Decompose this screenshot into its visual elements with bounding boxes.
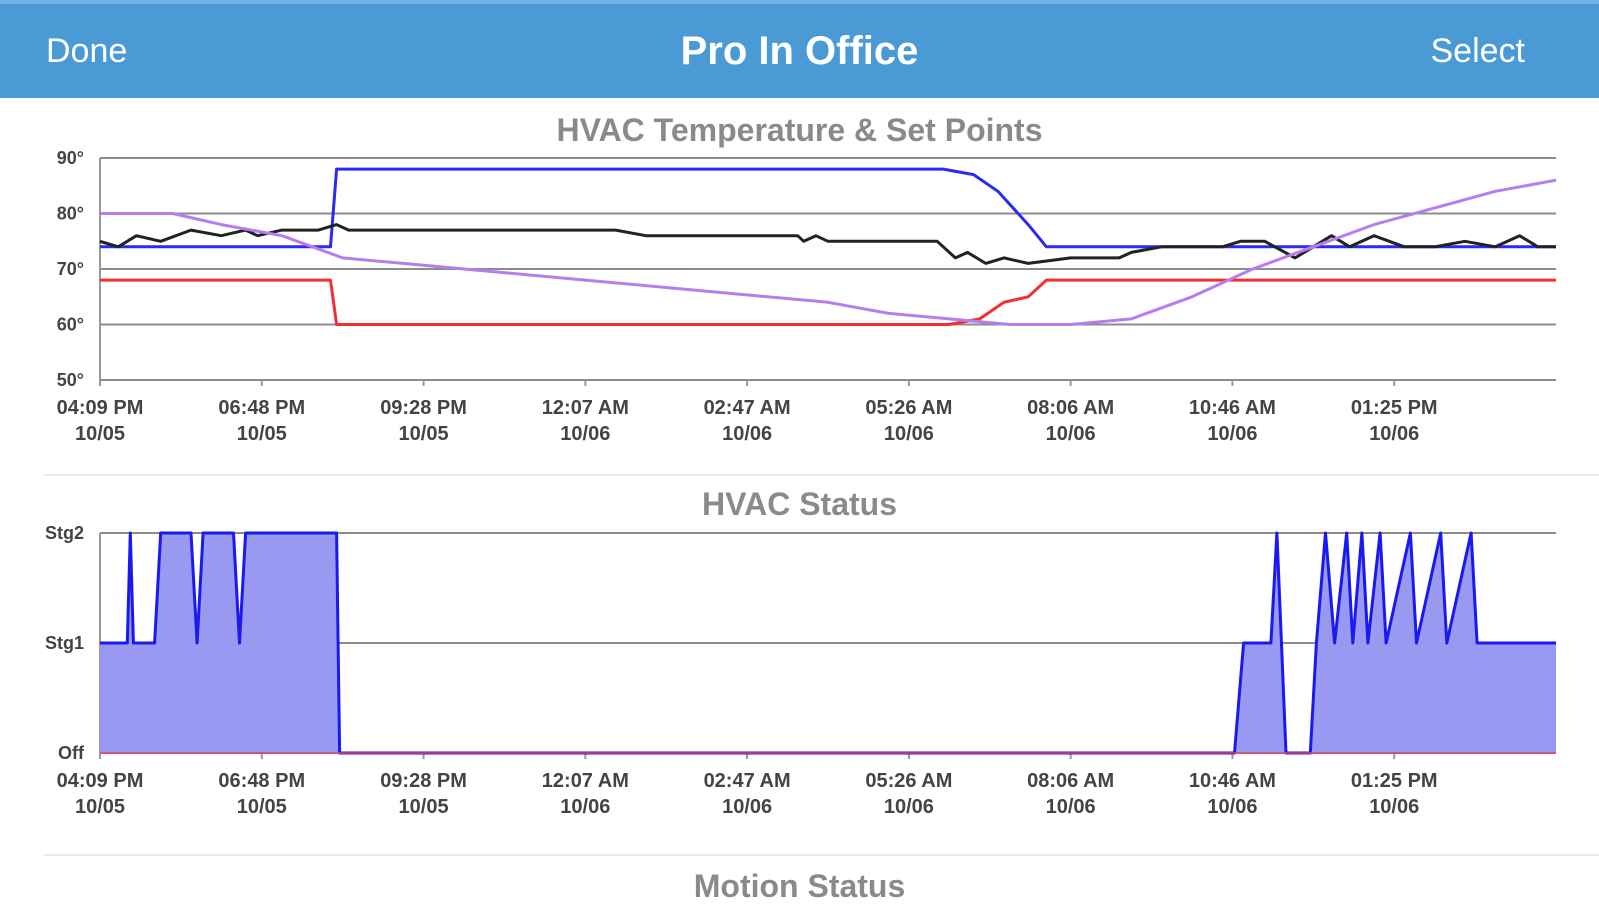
x-tick-label: 02:47 AM xyxy=(704,770,791,792)
x-tick-label: 04:09 PM xyxy=(57,397,144,419)
select-button[interactable]: Select xyxy=(1430,32,1526,70)
x-tick-label: 10/06 xyxy=(1207,796,1257,818)
temperature-chart-title: HVAC Temperature & Set Points xyxy=(556,112,1043,148)
x-tick-label: 09:28 PM xyxy=(380,397,467,419)
x-tick-label: 06:48 PM xyxy=(218,397,305,419)
x-tick-label: 10/05 xyxy=(399,423,449,445)
x-tick-label: 09:28 PM xyxy=(380,770,467,792)
x-tick-label: 01:25 PM xyxy=(1351,397,1438,419)
y-tick-label: 60° xyxy=(57,315,84,335)
x-tick-label: 10/05 xyxy=(237,423,287,445)
x-tick-label: 10/06 xyxy=(1046,796,1096,818)
y-tick-label: 90° xyxy=(57,150,84,168)
divider xyxy=(44,854,1599,856)
x-tick-label: 04:09 PM xyxy=(57,770,144,792)
indoor-temp-line xyxy=(99,223,1556,265)
outdoor-temp-line xyxy=(100,178,1557,326)
x-tick-label: 10/05 xyxy=(399,796,449,818)
status-chart-title: HVAC Status xyxy=(702,486,897,522)
x-tick-label: 05:26 AM xyxy=(865,397,952,419)
x-tick-label: 10/06 xyxy=(722,796,772,818)
y-tick-label: 80° xyxy=(57,204,84,224)
x-tick-label: 12:07 AM xyxy=(542,770,629,792)
x-tick-label: 08:06 AM xyxy=(1027,397,1114,419)
x-tick-label: 10/06 xyxy=(1369,423,1419,445)
status-line xyxy=(100,531,1556,755)
divider xyxy=(44,474,1599,476)
x-tick-label: 05:26 AM xyxy=(865,770,952,792)
x-tick-label: 10:46 AM xyxy=(1189,770,1276,792)
x-tick-label: 02:47 AM xyxy=(704,397,791,419)
x-tick-label: 06:48 PM xyxy=(218,770,305,792)
x-tick-label: 10/06 xyxy=(560,423,610,445)
x-tick-label: 10/06 xyxy=(884,423,934,445)
y-tick-label: 70° xyxy=(57,259,84,279)
cool-setpoint-line xyxy=(100,167,1556,249)
heat-setpoint-line xyxy=(100,278,1556,326)
x-tick-label: 10/05 xyxy=(237,796,287,818)
x-tick-label: 10/06 xyxy=(1369,796,1419,818)
x-tick-label: 10/06 xyxy=(560,796,610,818)
y-tick-label: Stg2 xyxy=(45,525,84,543)
y-tick-label: Off xyxy=(58,743,85,763)
x-tick-label: 10/05 xyxy=(75,796,125,818)
x-tick-label: 12:07 AM xyxy=(542,397,629,419)
x-tick-label: 01:25 PM xyxy=(1351,770,1438,792)
x-tick-label: 10/05 xyxy=(75,423,125,445)
motion-chart-title: Motion Status xyxy=(693,868,906,904)
x-tick-label: 10/06 xyxy=(1207,423,1257,445)
x-tick-label: 10/06 xyxy=(1046,423,1096,445)
y-tick-label: 50° xyxy=(57,370,84,390)
done-button[interactable]: Done xyxy=(46,32,128,70)
x-tick-label: 10/06 xyxy=(722,423,772,445)
page-title: Pro In Office xyxy=(680,29,919,73)
x-tick-label: 10/06 xyxy=(884,796,934,818)
temperature-chart: 90° 80° 70° 60° 50° 04:09 PM 10/05 06:48 PM 10/0… xyxy=(57,150,1557,445)
x-tick-label: 08:06 AM xyxy=(1027,770,1114,792)
x-tick-label: 10:46 AM xyxy=(1189,397,1276,419)
hvac-status-chart: Stg2 Stg1 Off 04:09 PM 10/05 06:48 PM 10/05 09:… xyxy=(45,525,1556,818)
y-tick-label: Stg1 xyxy=(45,633,84,653)
nav-bar: Done Pro In Office Select xyxy=(0,0,1599,98)
